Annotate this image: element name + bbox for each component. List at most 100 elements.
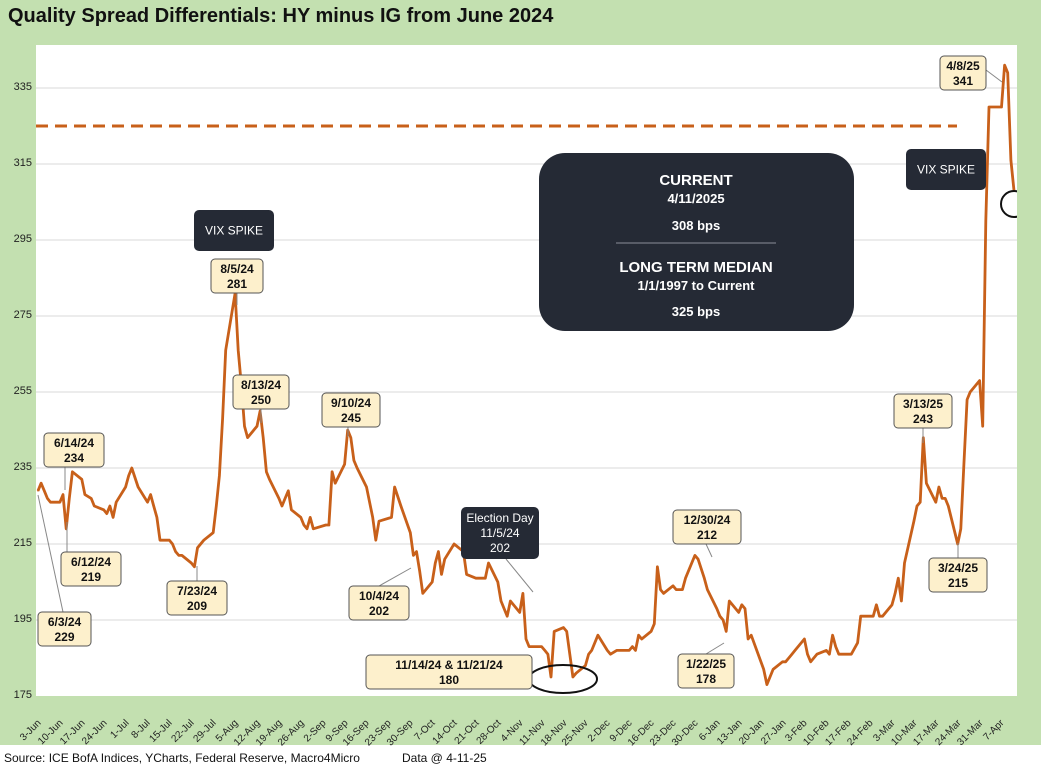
data-point-92 [484,577,487,579]
data-point-86 [440,573,443,576]
data-point-132 [672,585,674,587]
data-point-21 [131,467,133,469]
data-point-129 [656,566,659,568]
data-point-101 [525,638,527,640]
callout-box-a-0614 [43,432,105,468]
data-point-18 [115,501,118,504]
data-point-87 [443,558,446,560]
data-point-182 [913,520,915,522]
data-point-113 [575,672,577,674]
data-point-163 [816,653,818,655]
data-point-96 [503,607,505,610]
dark-label-text-vix-1-0: VIX SPIKE [205,224,263,238]
data-point-170 [856,642,859,644]
info-median-value: 325 bps [672,304,720,319]
data-point-199 [985,220,987,222]
info-box: CURRENT 4/11/2025 308 bps LONG TERM MEDIAN 1… [539,153,854,331]
data-point-133 [675,588,677,591]
data-point-143 [725,630,728,633]
data-point-59 [306,528,308,530]
data-point-31 [177,554,180,557]
data-point-24 [149,493,152,496]
chart-frame: Quality Spread Differentials: HY minus I… [0,0,1041,748]
data-point-5 [59,501,61,504]
footer: Source: ICE BofA Indices, YCharts, Feder… [4,751,487,765]
callout-date-a-0614: 6/14/24 [54,436,94,450]
info-current-date: 4/11/2025 [667,191,724,206]
data-point-119 [609,653,612,655]
data-point-165 [828,653,831,655]
data-point-140 [716,607,718,610]
data-point-39 [218,474,221,477]
data-point-111 [568,653,571,655]
callout-date-a-1114: 11/14/24 & 11/21/24 [395,658,503,672]
data-point-139 [706,588,709,591]
callout-value-a-0603: 229 [54,630,74,644]
dark-label-bg-vix-1 [194,210,274,251]
data-point-188 [938,486,940,488]
data-point-135 [684,577,687,579]
data-point-177 [891,604,893,606]
data-point-198 [981,425,984,428]
data-point-16 [109,505,111,507]
data-point-109 [562,626,565,629]
data-point-176 [881,615,884,617]
data-point-13 [93,505,96,507]
data-point-79 [412,554,415,557]
leader-a-0122 [705,642,725,655]
data-point-38 [215,505,218,507]
data-point-73 [375,539,377,541]
callout-box-a-1230 [672,509,742,545]
callout-box-a-0408 [939,55,987,91]
data-point-145 [737,611,740,614]
data-point-149 [750,634,753,636]
leader-a-1230 [705,543,713,558]
callout-date-a-0313: 3/13/25 [903,397,943,411]
data-point-203 [1003,64,1006,66]
data-point-68 [350,436,352,439]
data-point-49 [262,436,265,439]
data-point-122 [628,649,631,652]
info-current-heading: CURRENT [659,172,732,189]
data-point-172 [869,615,871,617]
data-point-20 [127,474,130,477]
data-point-105 [543,649,546,652]
data-point-171 [859,615,862,617]
data-point-168 [838,653,840,655]
data-point-123 [631,645,634,648]
data-point-19 [124,486,127,488]
data-point-28 [168,539,171,541]
data-point-27 [159,539,161,541]
data-point-83 [431,581,433,583]
data-point-100 [522,592,524,595]
data-point-164 [825,649,828,652]
info-median-range: 1/1/1997 to Current [637,278,755,293]
data-point-51 [268,478,271,481]
data-point-160 [806,653,809,655]
callout-value-a-0408: 341 [953,74,973,88]
y-tick-label-175: 175 [13,689,32,701]
data-point-66 [343,463,346,466]
data-point-57 [299,516,302,519]
callout-date-a-0122: 1/22/25 [686,657,726,671]
data-point-186 [925,482,928,485]
data-point-55 [287,490,290,492]
data-point-3 [46,497,49,500]
callout-date-a-0603: 6/3/24 [48,615,82,629]
data-point-14 [102,509,105,511]
leader-election [505,558,534,593]
data-point-22 [137,486,139,488]
data-point-205 [1010,159,1012,161]
data-point-134 [681,588,684,591]
data-point-126 [640,638,643,640]
callout-value-a-0910: 245 [341,411,361,425]
data-point-46 [246,436,249,439]
data-point-127 [650,630,652,633]
data-point-34 [193,566,196,568]
data-point-155 [784,661,787,663]
